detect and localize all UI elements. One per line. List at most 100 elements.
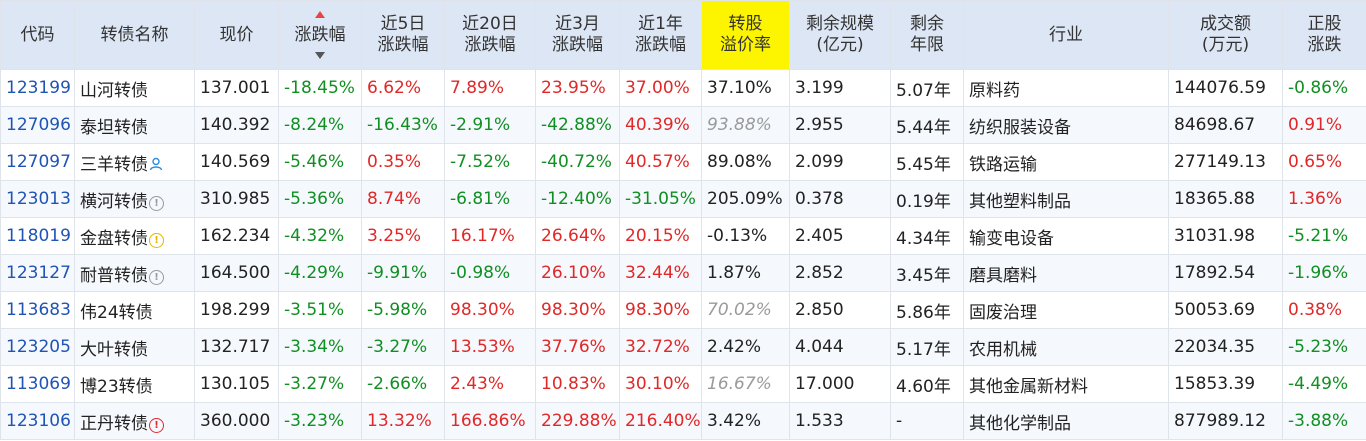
- cell-code[interactable]: 113069: [0, 365, 75, 403]
- table-row[interactable]: 113069 博23转债 130.105 -3.27% -2.66% 2.43% 10.83…: [0, 365, 1366, 403]
- industry-value: 其他化学制品: [969, 413, 1071, 434]
- cell-name[interactable]: 横河转债!: [74, 180, 195, 218]
- name-value[interactable]: 山河转债: [80, 80, 148, 101]
- cell-change20d: 166.86%: [444, 402, 536, 440]
- name-value[interactable]: 大叶转债: [80, 339, 148, 360]
- cell-code[interactable]: 118019: [0, 217, 75, 255]
- code-value[interactable]: 123199: [6, 78, 71, 98]
- name-value[interactable]: 泰坦转债: [80, 117, 148, 138]
- column-header-premium[interactable]: 转股 溢价率: [701, 0, 790, 70]
- name-value[interactable]: 金盘转债: [80, 228, 148, 249]
- code-value[interactable]: 113683: [6, 300, 71, 320]
- info-icon[interactable]: !: [149, 195, 164, 211]
- cell-price: 132.717: [194, 328, 279, 366]
- column-header-price[interactable]: 现价: [194, 0, 279, 70]
- table-row[interactable]: 123205 大叶转债 132.717 -3.34% -3.27% 13.53% 37.76…: [0, 328, 1366, 366]
- code-value[interactable]: 113069: [6, 374, 71, 394]
- cell-industry: 其他塑料制品: [963, 180, 1169, 218]
- cell-scale: 2.955: [789, 106, 891, 144]
- cell-name[interactable]: 大叶转债: [74, 328, 195, 366]
- cell-name[interactable]: 金盘转债!: [74, 217, 195, 255]
- cell-code[interactable]: 123013: [0, 180, 75, 218]
- cell-years: -: [890, 402, 964, 440]
- risk-icon[interactable]: !: [149, 417, 164, 433]
- table-row[interactable]: 123199 山河转债 137.001 -18.45% 6.62% 7.89% 23.95%…: [0, 69, 1366, 107]
- cell-name[interactable]: 伟24转债: [74, 291, 195, 329]
- cell-name[interactable]: 泰坦转债: [74, 106, 195, 144]
- cell-code[interactable]: 127097: [0, 143, 75, 181]
- scale-value: 3.199: [795, 78, 844, 98]
- stock_change-value: -4.49%: [1288, 374, 1349, 394]
- table-row[interactable]: 127097 三羊转债 140.569 -5.46% 0.35% -7.52% -40.72…: [0, 143, 1366, 181]
- cell-change5d: 3.25%: [361, 217, 445, 255]
- cell-change20d: -0.98%: [444, 254, 536, 292]
- name-value[interactable]: 伟24转债: [80, 302, 153, 323]
- column-header-name[interactable]: 转债名称: [74, 0, 195, 70]
- cell-code[interactable]: 123127: [0, 254, 75, 292]
- user-icon[interactable]: [149, 157, 163, 171]
- code-value[interactable]: 123013: [6, 189, 71, 209]
- cell-name[interactable]: 正丹转债!: [74, 402, 195, 440]
- table-row[interactable]: 113683 伟24转债 198.299 -3.51% -5.98% 98.30% 98.3…: [0, 291, 1366, 329]
- code-value[interactable]: 118019: [6, 226, 71, 246]
- cell-change3m: 26.64%: [535, 217, 620, 255]
- info-icon[interactable]: !: [149, 269, 164, 285]
- scale-value: 0.378: [795, 189, 844, 209]
- cell-stock_change: -3.88%: [1282, 402, 1366, 440]
- cell-code[interactable]: 127096: [0, 106, 75, 144]
- column-header-change20d[interactable]: 近20日 涨跌幅: [444, 0, 536, 70]
- table-row[interactable]: 123127 耐普转债! 164.500 -4.29% -9.91% -0.98% 26.1…: [0, 254, 1366, 292]
- cell-name[interactable]: 山河转债: [74, 69, 195, 107]
- cell-code[interactable]: 123199: [0, 69, 75, 107]
- cell-name[interactable]: 博23转债: [74, 365, 195, 403]
- cell-name[interactable]: 三羊转债: [74, 143, 195, 181]
- column-header-stock_change[interactable]: 正股 涨跌: [1282, 0, 1366, 70]
- years-value: 5.45年: [896, 154, 951, 175]
- sort-descending-icon[interactable]: [315, 52, 325, 59]
- table-row[interactable]: 123013 横河转债! 310.985 -5.36% 8.74% -6.81% -12.4…: [0, 180, 1366, 218]
- column-header-turnover[interactable]: 成交额 (万元): [1168, 0, 1283, 70]
- name-value[interactable]: 博23转债: [80, 376, 153, 397]
- table-row[interactable]: 118019 金盘转债! 162.234 -4.32% 3.25% 16.17% 26.64…: [0, 217, 1366, 255]
- cell-premium: 3.42%: [701, 402, 790, 440]
- column-header-change[interactable]: 涨跌幅: [278, 0, 362, 70]
- cell-change3m: -40.72%: [535, 143, 620, 181]
- column-header-industry[interactable]: 行业: [963, 0, 1169, 70]
- change-value: -5.46%: [284, 152, 345, 172]
- code-value[interactable]: 123106: [6, 411, 71, 431]
- cell-name[interactable]: 耐普转债!: [74, 254, 195, 292]
- code-value[interactable]: 127097: [6, 152, 71, 172]
- code-value[interactable]: 127096: [6, 115, 71, 135]
- column-header-scale[interactable]: 剩余规模 (亿元): [789, 0, 891, 70]
- table-row[interactable]: 123106 正丹转债! 360.000 -3.23% 13.32% 166.86% 229…: [0, 402, 1366, 440]
- column-header-change3m[interactable]: 近3月 涨跌幅: [535, 0, 620, 70]
- cell-change5d: -3.27%: [361, 328, 445, 366]
- column-header-change5d[interactable]: 近5日 涨跌幅: [361, 0, 445, 70]
- table-row[interactable]: 127096 泰坦转债 140.392 -8.24% -16.43% -2.91% -42.…: [0, 106, 1366, 144]
- cell-years: 5.17年: [890, 328, 964, 366]
- cell-code[interactable]: 113683: [0, 291, 75, 329]
- column-header-change1y[interactable]: 近1年 涨跌幅: [619, 0, 702, 70]
- warning-icon[interactable]: !: [149, 232, 164, 248]
- code-value[interactable]: 123205: [6, 337, 71, 357]
- cell-change: -3.27%: [278, 365, 362, 403]
- name-value[interactable]: 横河转债: [80, 191, 148, 212]
- column-header-code[interactable]: 代码: [0, 0, 75, 70]
- change20d-value: 7.89%: [450, 78, 505, 98]
- sort-ascending-icon[interactable]: [315, 11, 325, 18]
- name-value[interactable]: 三羊转债: [80, 154, 148, 175]
- column-header-years[interactable]: 剩余 年限: [890, 0, 964, 70]
- cell-change1y: 216.40%: [619, 402, 702, 440]
- name-value[interactable]: 耐普转债: [80, 265, 148, 286]
- cell-code[interactable]: 123205: [0, 328, 75, 366]
- cell-stock_change: -0.86%: [1282, 69, 1366, 107]
- price-value: 132.717: [200, 337, 271, 357]
- change20d-value: -7.52%: [450, 152, 511, 172]
- cell-code[interactable]: 123106: [0, 402, 75, 440]
- cell-change1y: 20.15%: [619, 217, 702, 255]
- change1y-value: 40.57%: [625, 152, 690, 172]
- years-value: 3.45年: [896, 265, 951, 286]
- change1y-value: -31.05%: [625, 189, 696, 209]
- code-value[interactable]: 123127: [6, 263, 71, 283]
- name-value[interactable]: 正丹转债: [80, 413, 148, 434]
